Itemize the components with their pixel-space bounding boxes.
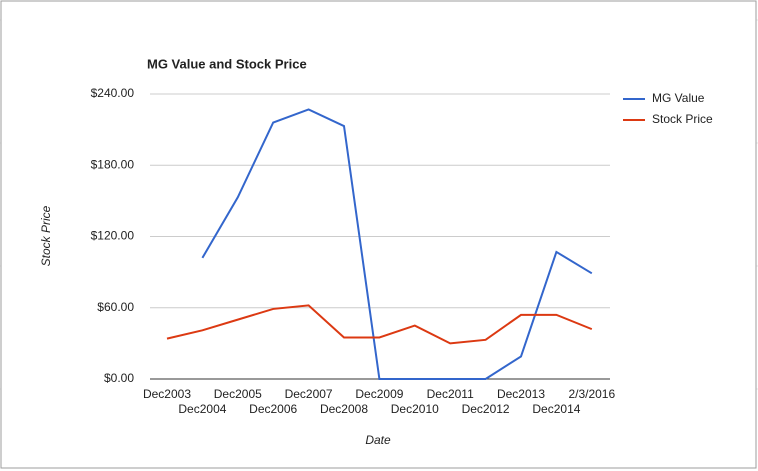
x-tick-label: Dec2006: [249, 402, 297, 416]
chart-title: MG Value and Stock Price: [147, 56, 307, 71]
x-axis-title: Date: [365, 433, 391, 447]
x-tick-label: Dec2010: [391, 402, 439, 416]
x-tick-label: Dec2011: [427, 387, 474, 401]
x-tick-label: Dec2013: [497, 387, 545, 401]
x-tick-label: Dec2004: [178, 402, 226, 416]
x-tick-label: 2/3/2016: [568, 387, 615, 401]
legend-label: Stock Price: [652, 112, 713, 126]
x-tick-label: Dec2014: [532, 402, 580, 416]
y-tick-label: $180.00: [91, 157, 135, 171]
data-line: [201, 108, 593, 380]
data-line: [166, 304, 593, 345]
y-tick-label: $0.00: [104, 371, 134, 385]
x-tick-label: Dec2008: [320, 402, 368, 416]
y-tick-label: $60.00: [97, 300, 134, 314]
x-tick-label: Dec2009: [355, 387, 403, 401]
x-tick-label: Dec2005: [214, 387, 262, 401]
y-tick-label: $120.00: [91, 229, 135, 243]
x-tick-label: Dec2003: [143, 387, 191, 401]
y-tick-label: $240.00: [91, 86, 135, 100]
y-axis-title: Stock Price: [39, 205, 53, 266]
x-tick-label: Dec2012: [462, 402, 510, 416]
x-tick-label: Dec2007: [285, 387, 333, 401]
legend-label: MG Value: [652, 91, 705, 105]
